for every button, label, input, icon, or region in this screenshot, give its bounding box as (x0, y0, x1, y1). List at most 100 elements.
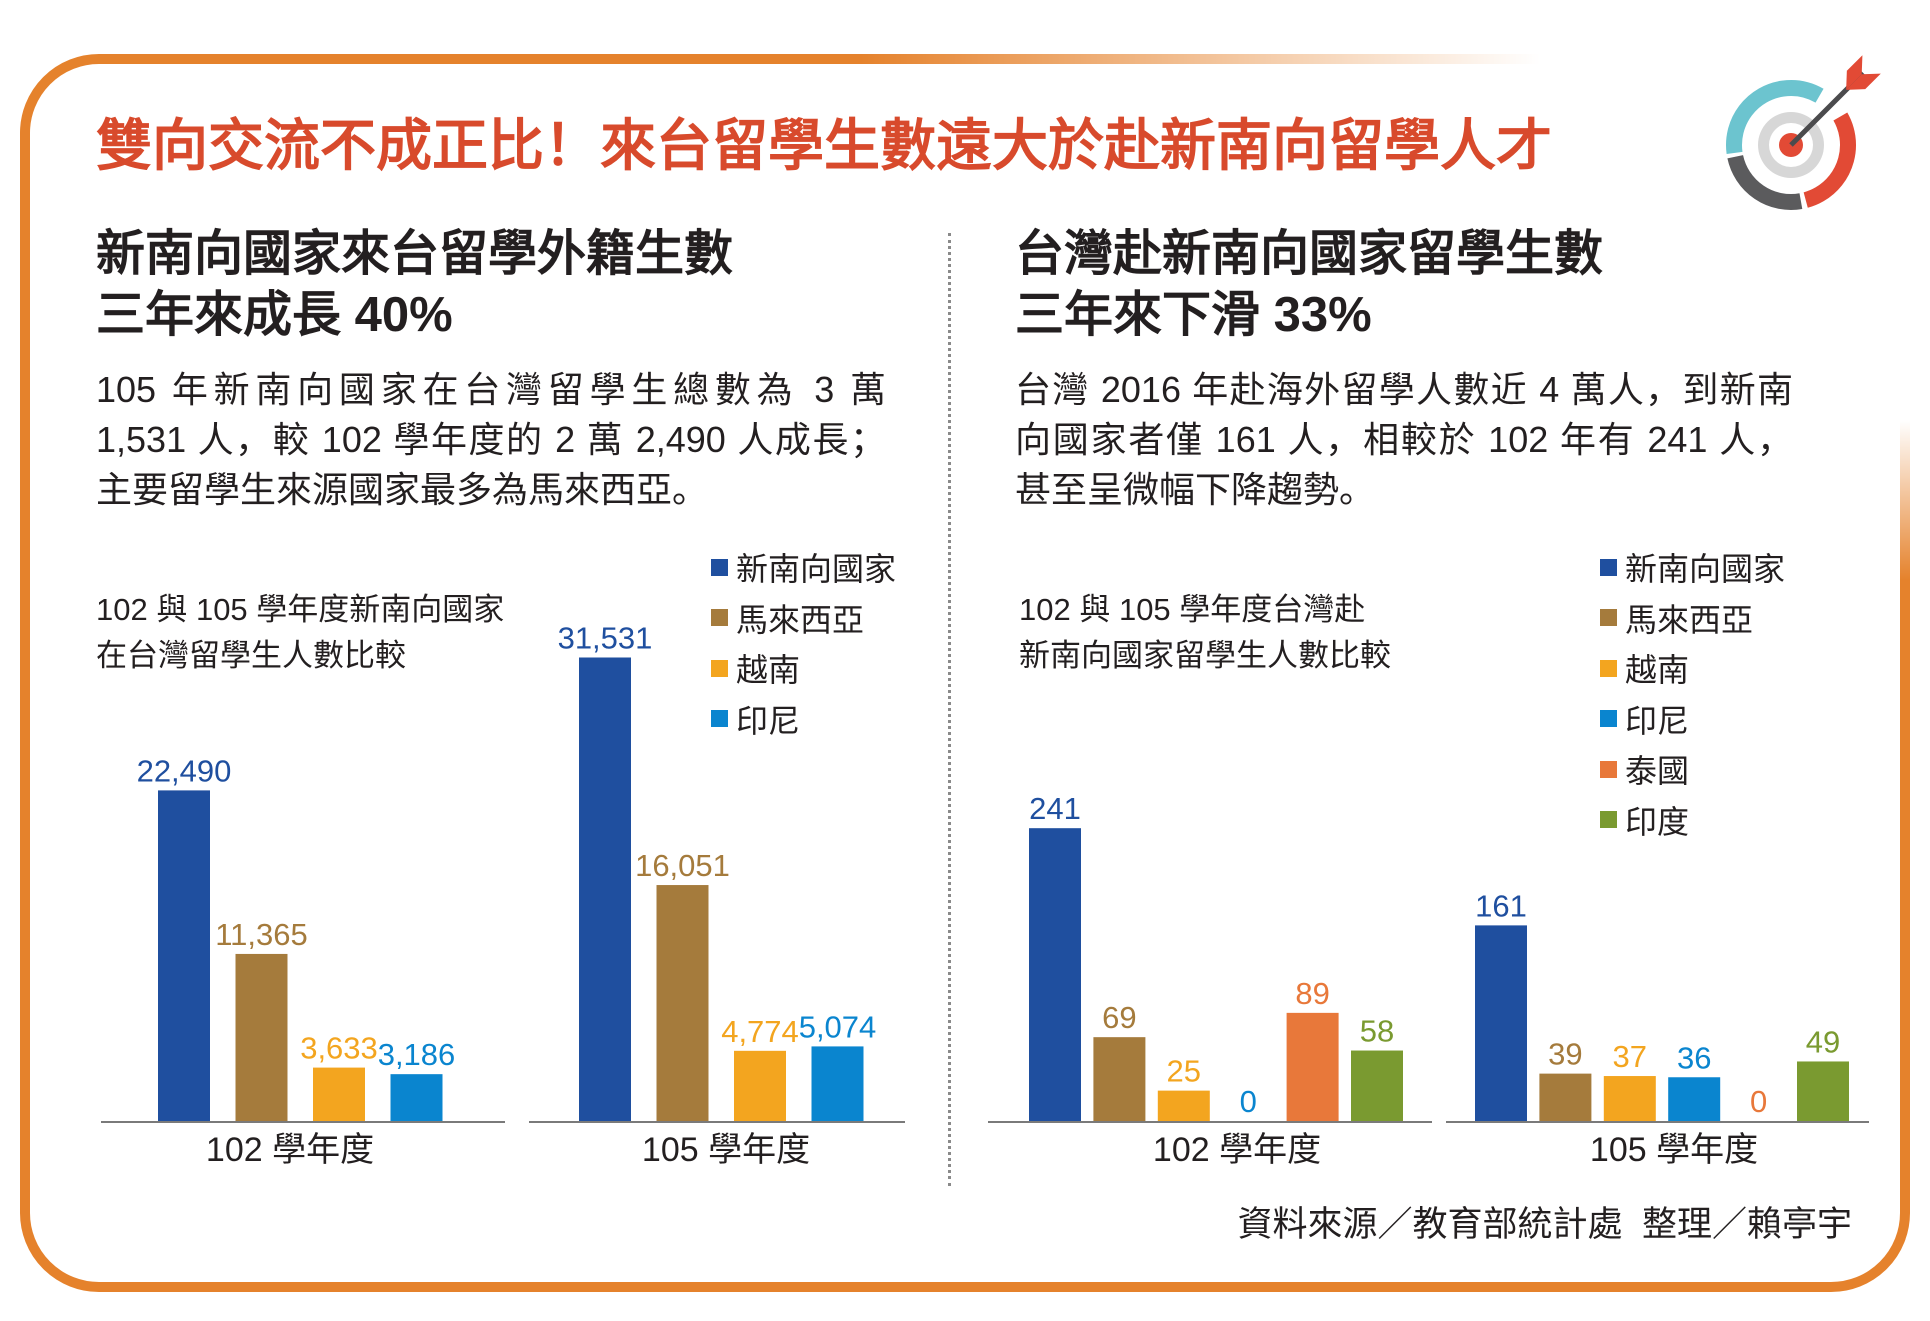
value-label-series-5-category-0: 58 (1360, 1014, 1394, 1049)
value-label-series-1-category-0: 11,365 (215, 917, 308, 952)
bar-series-0-category-1 (1475, 925, 1527, 1121)
legend-swatch (1600, 760, 1617, 778)
category-label-1: 105 學年度 (642, 1131, 810, 1169)
left-heading: 新南向國家來台留學外籍生數 三年來成長 40% (96, 224, 733, 346)
right-chart-legend: 新南向國家馬來西亞越南印尼泰國印度 (1600, 542, 1785, 845)
value-label-series-0-category-0: 241 (1029, 791, 1081, 826)
legend-swatch (711, 558, 728, 576)
bar-series-3-category-0 (390, 1074, 443, 1121)
legend-swatch (1600, 710, 1617, 728)
legend-label: 越南 (1625, 652, 1690, 689)
value-label-series-2-category-0: 3,633 (300, 1031, 378, 1066)
left-paragraph-line: 105 年新南向國家在台灣留學生總數為 3 萬 (96, 369, 886, 410)
right-heading: 台灣赴新南向國家留學生數 三年來下滑 33% (1015, 224, 1603, 346)
legend-item: 越南 (711, 643, 896, 694)
right-chart-title: 102 與 105 學年度台灣赴 新南向國家留學生人數比較 (1019, 587, 1391, 679)
bar-series-2-category-1 (1603, 1076, 1656, 1121)
legend-item: 馬來西亞 (711, 593, 896, 644)
legend-label: 馬來西亞 (1625, 601, 1754, 638)
value-label-series-3-category-0: 0 (1240, 1084, 1257, 1119)
bar-series-5-category-1 (1797, 1061, 1849, 1121)
chart-title-line: 102 與 105 學年度新南向國家 (96, 592, 505, 627)
legend-item: 越南 (1600, 643, 1785, 694)
right-paragraph: 台灣 2016 年赴海外留學人數近 4 萬人，到新南 向國家者僅 161 人，相… (1015, 365, 1793, 515)
bar-series-2-category-0 (1157, 1090, 1210, 1121)
value-label-series-2-category-0: 25 (1167, 1054, 1201, 1089)
chart-title-line: 在台灣留學生人數比較 (96, 638, 406, 673)
left-heading-line-2: 三年來成長 40% (96, 288, 453, 342)
left-heading-line-1: 新南向國家來台留學外籍生數 (96, 227, 734, 281)
legend-swatch (1600, 558, 1617, 576)
value-label-series-0-category-1: 31,531 (558, 620, 653, 655)
left-paragraph: 105 年新南向國家在台灣留學生總數為 3 萬 1,531 人，較 102 學年… (96, 365, 886, 515)
value-label-series-5-category-1: 49 (1806, 1024, 1840, 1059)
chart-title-line: 102 與 105 學年度台灣赴 (1019, 592, 1366, 627)
value-label-series-1-category-1: 39 (1548, 1037, 1582, 1072)
value-label-series-3-category-1: 5,074 (799, 1009, 877, 1044)
category-label-0: 102 學年度 (1153, 1131, 1321, 1169)
legend-label: 印度 (1625, 803, 1690, 840)
bar-series-2-category-1 (734, 1050, 786, 1121)
legend-item: 印尼 (711, 694, 896, 745)
legend-label: 新南向國家 (736, 551, 897, 588)
legend-item: 新南向國家 (711, 542, 896, 593)
value-label-series-4-category-0: 89 (1295, 976, 1329, 1011)
value-label-series-0-category-1: 161 (1475, 888, 1527, 923)
right-paragraph-line: 台灣 2016 年赴海外留學人數近 4 萬人，到新南 (1015, 369, 1793, 410)
legend-item: 馬來西亞 (1600, 593, 1785, 644)
frame-fade-top (860, 40, 1930, 85)
legend-swatch (1600, 811, 1617, 829)
left-paragraph-line: 主要留學生來源國家最多為馬來西亞。 (96, 469, 709, 510)
bar-series-1-category-1 (1539, 1073, 1592, 1121)
left-chart-legend: 新南向國家馬來西亞越南印尼 (711, 542, 896, 744)
value-label-series-3-category-0: 3,186 (378, 1037, 456, 1072)
legend-label: 印尼 (1625, 702, 1690, 739)
value-label-series-1-category-1: 16,051 (635, 848, 730, 883)
value-label-series-3-category-1: 36 (1677, 1040, 1711, 1075)
bar-series-3-category-1 (1668, 1077, 1721, 1121)
column-divider (948, 233, 951, 1186)
legend-swatch (1600, 659, 1617, 677)
legend-item: 新南向國家 (1600, 542, 1785, 593)
bar-series-1-category-1 (656, 885, 709, 1121)
right-heading-line-2: 三年來下滑 33% (1015, 288, 1372, 342)
value-label-series-0-category-0: 22,490 (137, 753, 232, 788)
value-label-series-1-category-0: 69 (1102, 1000, 1136, 1035)
value-label-series-2-category-1: 37 (1613, 1039, 1647, 1074)
bar-series-0-category-0 (158, 790, 210, 1121)
target-arrow-icon (1726, 55, 1881, 210)
right-heading-line-1: 台灣赴新南向國家留學生數 (1015, 227, 1604, 281)
bar-series-3-category-1 (811, 1046, 864, 1121)
legend-label: 新南向國家 (1625, 551, 1786, 588)
category-label-1: 105 學年度 (1590, 1131, 1758, 1169)
chart-title-line: 新南向國家留學生人數比較 (1019, 638, 1391, 673)
legend-label: 馬來西亞 (736, 601, 865, 638)
bar-series-1-category-0 (235, 953, 288, 1121)
legend-item: 印度 (1600, 795, 1785, 846)
left-paragraph-line: 1,531 人，較 102 學年度的 2 萬 2,490 人成長； (96, 419, 886, 460)
bar-series-0-category-0 (1029, 828, 1081, 1121)
bar-series-5-category-0 (1351, 1050, 1403, 1121)
bar-series-1-category-0 (1093, 1037, 1146, 1121)
category-label-0: 102 學年度 (206, 1131, 374, 1169)
bar-series-4-category-0 (1286, 1012, 1339, 1121)
left-chart-title: 102 與 105 學年度新南向國家 在台灣留學生人數比較 (96, 587, 504, 679)
bar-series-2-category-0 (313, 1067, 365, 1121)
value-label-series-2-category-1: 4,774 (721, 1014, 799, 1049)
right-paragraph-line: 向國家者僅 161 人，相較於 102 年有 241 人， (1015, 419, 1793, 460)
legend-label: 越南 (736, 652, 801, 689)
bar-series-0-category-1 (579, 657, 631, 1121)
legend-swatch (711, 609, 728, 627)
infographic-title: 雙向交流不成正比！來台留學生數遠大於赴新南向留學人才 (96, 116, 1552, 178)
legend-item: 泰國 (1600, 744, 1785, 795)
frame-fade-right (1880, 40, 1930, 580)
legend-swatch (711, 659, 728, 677)
right-paragraph-line: 甚至呈微幅下降趨勢。 (1015, 469, 1376, 510)
legend-item: 印尼 (1600, 694, 1785, 745)
value-label-series-4-category-1: 0 (1750, 1084, 1767, 1119)
source-credit: 資料來源／教育部統計處 整理／賴亭宇 (1237, 1205, 1852, 1244)
legend-swatch (1600, 609, 1617, 627)
legend-label: 泰國 (1625, 753, 1690, 790)
legend-swatch (711, 710, 728, 728)
